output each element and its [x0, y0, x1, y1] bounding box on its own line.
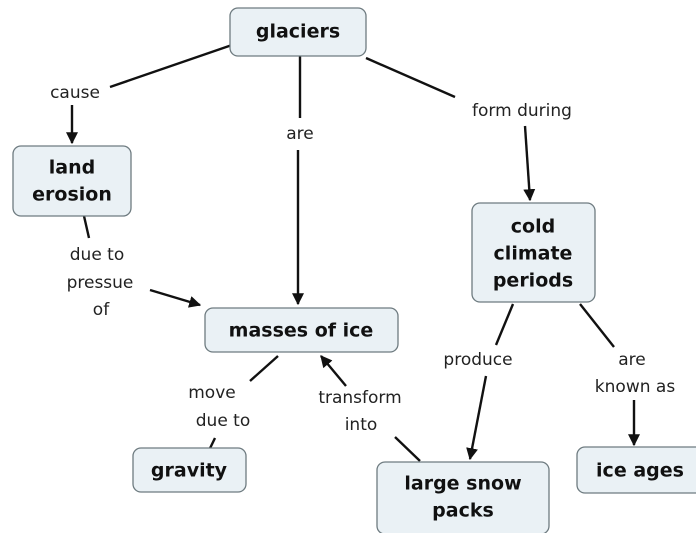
connector	[365, 56, 456, 99]
node-text: packs	[432, 500, 494, 522]
link-labels: cause are form during due to pressue of …	[50, 83, 675, 435]
node-text: periods	[493, 270, 573, 292]
node: land erosion	[12, 145, 132, 217]
connector	[82, 215, 91, 239]
arrow	[523, 125, 536, 202]
link-label: cause	[50, 83, 100, 103]
connector	[249, 355, 279, 382]
node-text: erosion	[32, 184, 112, 206]
link-label: pressue	[67, 273, 134, 293]
node: cold climate periods	[471, 202, 596, 303]
link-label: transform	[318, 388, 401, 408]
link-label: move	[188, 383, 235, 403]
node: gravity	[132, 447, 247, 493]
node-box	[376, 461, 550, 533]
link-label: of	[93, 300, 110, 320]
link-label: known as	[595, 377, 676, 397]
link-label: are	[286, 124, 314, 144]
connector	[394, 436, 421, 462]
link-label: are	[618, 350, 646, 370]
node-text: glaciers	[256, 21, 340, 43]
arrow	[149, 288, 202, 308]
node-text: gravity	[151, 460, 228, 482]
node-text: land	[49, 157, 95, 179]
node-text: large snow	[404, 473, 521, 495]
node-box	[204, 307, 399, 353]
node-box	[229, 7, 367, 57]
link-label: due to	[70, 245, 125, 265]
node-text: ice ages	[596, 460, 684, 482]
node-text: climate	[494, 243, 573, 265]
connector	[579, 303, 615, 348]
link-label: form during	[472, 101, 572, 121]
node-box	[132, 447, 247, 493]
arrow	[466, 375, 488, 461]
node: large snow packs	[376, 461, 550, 533]
node: glaciers	[229, 7, 367, 57]
link-label: produce	[443, 350, 512, 370]
connectors	[66, 43, 640, 471]
connector	[109, 43, 233, 89]
node-box	[471, 202, 596, 303]
arrow	[320, 355, 347, 387]
node-box	[576, 446, 696, 494]
nodes: glaciers land erosion masses of ice cold…	[12, 7, 696, 533]
link-label: due to	[196, 411, 251, 431]
node-text: cold	[511, 216, 555, 238]
node-box	[12, 145, 132, 217]
node: masses of ice	[204, 307, 399, 353]
node-text: masses of ice	[229, 320, 374, 342]
node: ice ages	[576, 446, 696, 494]
link-label: into	[345, 415, 378, 435]
connector	[494, 303, 515, 346]
